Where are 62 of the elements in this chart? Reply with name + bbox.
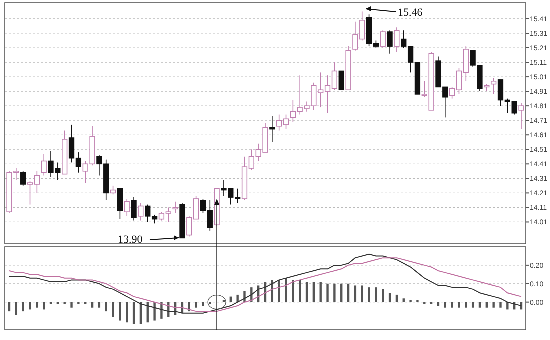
candlestick — [172, 202, 178, 214]
bar — [486, 302, 488, 308]
bar — [500, 302, 502, 308]
bar — [347, 284, 350, 302]
bar — [375, 288, 378, 302]
bar — [320, 282, 322, 302]
bar — [126, 302, 128, 323]
candlestick — [270, 116, 276, 143]
bar — [285, 278, 288, 302]
bar — [22, 302, 24, 312]
bar — [230, 296, 232, 302]
candlestick — [117, 188, 124, 220]
bar — [361, 286, 364, 302]
bar — [506, 302, 509, 310]
bar — [458, 302, 460, 308]
bar — [354, 286, 357, 302]
bar — [195, 302, 198, 308]
annotation: 15.46 — [398, 7, 424, 19]
annotation: 13.90 — [118, 234, 144, 246]
bar — [340, 284, 343, 302]
bar — [112, 302, 114, 318]
candlestick — [394, 27, 400, 53]
bar — [396, 294, 398, 302]
bar — [382, 289, 384, 302]
candlestick — [124, 198, 130, 217]
bar — [326, 284, 329, 302]
candlestick — [138, 202, 144, 222]
bar — [70, 302, 73, 308]
bar — [444, 302, 446, 308]
candlestick — [41, 154, 47, 176]
bar — [236, 294, 239, 302]
bar — [154, 302, 156, 321]
bar — [312, 282, 316, 302]
bar — [306, 282, 308, 302]
bar — [492, 302, 495, 308]
candlestick — [491, 78, 497, 95]
bar — [451, 302, 454, 308]
candlestick — [380, 30, 386, 48]
bar — [478, 302, 482, 308]
bar — [202, 302, 204, 306]
candlestick — [131, 197, 137, 222]
bar — [472, 302, 474, 308]
bar — [278, 280, 280, 302]
bar — [8, 302, 11, 312]
bar — [29, 302, 32, 310]
candlestick — [518, 102, 524, 130]
bar — [119, 302, 122, 321]
bar — [388, 293, 392, 302]
bar — [368, 288, 370, 302]
bar — [402, 298, 405, 302]
bar — [132, 302, 136, 324]
bar — [292, 280, 294, 302]
candlestick — [387, 30, 393, 54]
bar — [465, 302, 468, 308]
bar — [334, 284, 336, 302]
bar — [98, 302, 101, 308]
candlestick — [20, 171, 26, 186]
bar — [91, 302, 94, 308]
bar — [299, 280, 302, 302]
candlestick — [338, 70, 344, 91]
bar — [36, 302, 38, 308]
bar — [105, 302, 108, 312]
